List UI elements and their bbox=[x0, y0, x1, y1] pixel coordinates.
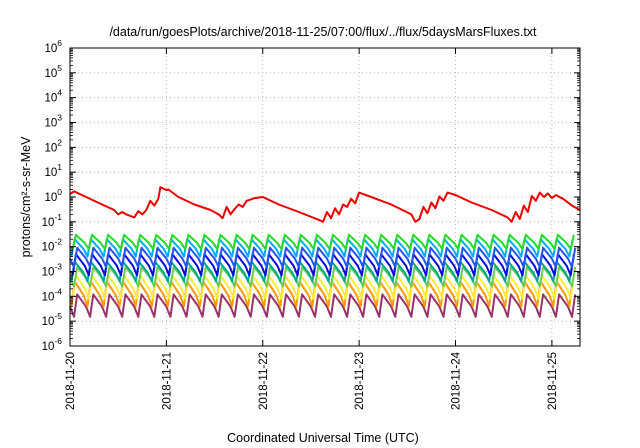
y-tick-base: 10 bbox=[44, 93, 57, 105]
series-line-10 bbox=[69, 293, 577, 318]
y-tick-exponent: -4 bbox=[54, 286, 62, 296]
y-tick-exponent: 0 bbox=[57, 187, 62, 197]
y-tick-exponent: -2 bbox=[54, 237, 62, 247]
x-tick-label: 2018-11-22 bbox=[258, 352, 270, 410]
y-tick-exponent: 1 bbox=[57, 162, 62, 172]
y-tick-exponent: -5 bbox=[54, 311, 62, 321]
x-tick-label: 2018-11-23 bbox=[354, 352, 366, 410]
y-tick-label: 101 bbox=[44, 162, 62, 179]
y-axis-label: protons/cm²-s-sr-MeV bbox=[19, 136, 33, 258]
series-line-7 bbox=[69, 266, 577, 288]
y-tick-base: 10 bbox=[44, 192, 57, 204]
series-group bbox=[69, 186, 581, 318]
x-axis-label: Coordinated Universal Time (UTC) bbox=[227, 431, 419, 445]
y-tick-label: 10-2 bbox=[42, 237, 63, 254]
series-line-2 bbox=[71, 233, 575, 251]
x-tick-label: 2018-11-20 bbox=[65, 352, 77, 410]
y-tick-label: 100 bbox=[44, 187, 62, 204]
y-tick-base: 10 bbox=[42, 242, 55, 254]
y-tick-label: 10-6 bbox=[42, 336, 63, 353]
series-line-1 bbox=[69, 186, 581, 223]
y-tick-label: 10-5 bbox=[42, 311, 63, 328]
series-line-4 bbox=[69, 246, 577, 269]
y-tick-exponent: -3 bbox=[54, 262, 62, 272]
y-tick-label: 106 bbox=[44, 38, 62, 55]
y-tick-base: 10 bbox=[42, 291, 55, 303]
y-tick-base: 10 bbox=[44, 167, 57, 179]
y-tick-exponent: 4 bbox=[57, 88, 62, 98]
y-tick-label: 103 bbox=[44, 113, 62, 130]
y-tick-label: 104 bbox=[44, 88, 62, 105]
chart-title: /data/run/goesPlots/archive/2018-11-25/0… bbox=[109, 25, 537, 39]
y-tick-base: 10 bbox=[44, 43, 57, 55]
y-tick-base: 10 bbox=[42, 217, 55, 229]
ticks bbox=[69, 47, 580, 347]
y-tick-exponent: -1 bbox=[54, 212, 62, 222]
y-tick-base: 10 bbox=[42, 267, 55, 279]
x-tick-label: 2018-11-25 bbox=[547, 352, 559, 410]
y-tick-exponent: 2 bbox=[57, 137, 62, 147]
y-tick-label: 10-3 bbox=[42, 262, 63, 279]
y-tick-exponent: 6 bbox=[57, 38, 62, 48]
y-tick-exponent: 3 bbox=[57, 113, 62, 123]
y-tick-base: 10 bbox=[44, 118, 57, 130]
x-tick-label: 2018-11-21 bbox=[161, 352, 173, 410]
y-tick-base: 10 bbox=[44, 68, 57, 80]
y-tick-labels: 10-610-510-410-310-210-11001011021031041… bbox=[42, 38, 63, 353]
y-tick-label: 10-1 bbox=[42, 212, 63, 229]
y-tick-base: 10 bbox=[42, 341, 55, 353]
x-tick-label: 2018-11-24 bbox=[451, 351, 463, 410]
y-tick-exponent: -6 bbox=[54, 336, 62, 346]
y-tick-base: 10 bbox=[44, 142, 57, 154]
x-tick-labels: 2018-11-20 2018-11-21 2018-11-22 2018-11-23… bbox=[65, 351, 559, 410]
y-tick-base: 10 bbox=[42, 316, 55, 328]
y-tick-label: 10-4 bbox=[42, 286, 63, 303]
y-tick-exponent: 5 bbox=[57, 63, 62, 73]
y-tick-label: 102 bbox=[44, 137, 62, 154]
y-tick-label: 105 bbox=[44, 63, 62, 80]
